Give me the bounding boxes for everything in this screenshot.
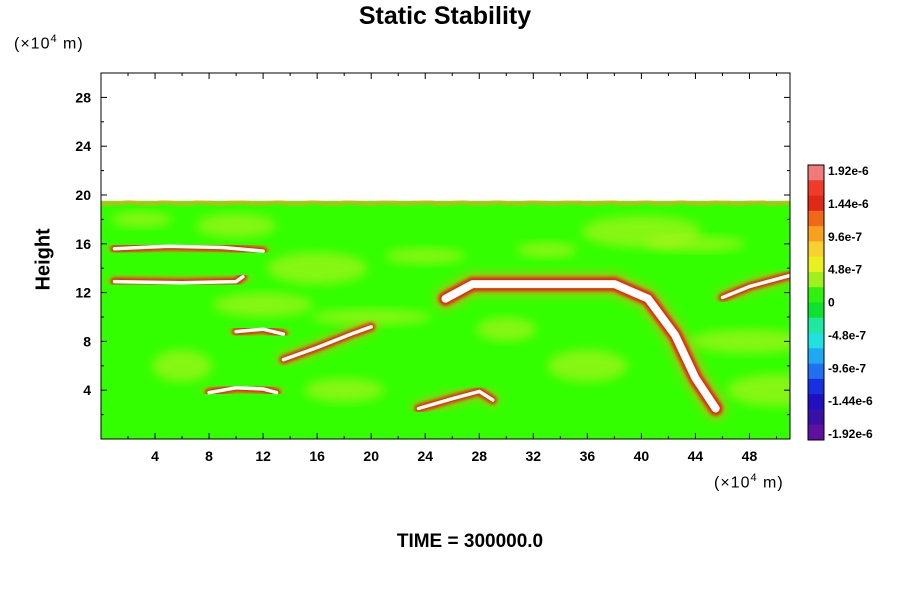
field-texture-patch — [304, 378, 385, 403]
colorbar-segment — [808, 165, 824, 181]
mid-band-core — [281, 325, 373, 362]
upper-left-band-2-core — [112, 244, 265, 253]
x-axis-unit: (×104 m) — [714, 472, 784, 492]
x-tick-label: 40 — [634, 448, 650, 464]
colorbar-label: -4.8e-7 — [828, 328, 866, 342]
colorbar-segment — [808, 424, 824, 441]
colorbar-segment — [808, 210, 824, 227]
field-texture-patch — [689, 329, 790, 354]
colorbar-label: 0 — [828, 296, 835, 310]
colorbar-label: 9.6e-7 — [828, 230, 862, 244]
x-tick-label: 8 — [205, 448, 213, 464]
x-tick-label: 24 — [417, 448, 433, 464]
x-tick-label: 28 — [471, 448, 487, 464]
upper-left-band-core — [112, 274, 245, 285]
colorbar-segment — [808, 195, 824, 212]
colorbar-segment — [808, 409, 824, 426]
plot-frame — [100, 72, 791, 440]
field-texture-patch — [516, 241, 577, 258]
lee-wave-band-core — [441, 280, 720, 413]
y-tick-label: 24 — [75, 138, 91, 154]
chart-title: Static Stability — [358, 2, 532, 30]
colorbar-segment — [808, 348, 824, 365]
field-texture-patch — [311, 309, 432, 325]
colorbar-segment — [808, 394, 824, 410]
field-texture-patch — [111, 211, 172, 228]
colorbar-label: 1.44e-6 — [828, 197, 869, 211]
right-band-core — [720, 273, 790, 300]
colorbar-segment — [808, 271, 824, 288]
colorbar-segment — [808, 302, 824, 319]
colorbar-label: 1.92e-6 — [828, 164, 869, 178]
colorbar-segment — [808, 317, 824, 334]
field-top-edge — [101, 199, 790, 207]
colorbar-frame — [807, 164, 825, 441]
time-label: TIME = 300000.0 — [396, 531, 544, 552]
field-texture-patch — [152, 349, 213, 382]
y-tick-label: 16 — [75, 236, 91, 252]
y-tick-label: 28 — [75, 89, 91, 105]
x-tick-label: 48 — [742, 448, 758, 464]
field-texture-patch — [267, 252, 368, 285]
x-tick-label: 36 — [580, 448, 596, 464]
y-tick-label: 20 — [75, 187, 91, 203]
x-tick-label: 12 — [255, 448, 271, 464]
colorbar-segment — [808, 378, 824, 395]
x-tick-label: 4 — [151, 448, 159, 464]
field-texture-patch — [476, 317, 537, 342]
colorbar-segment — [808, 287, 824, 303]
field-texture-patch — [547, 349, 628, 382]
colorbar-label: 4.8e-7 — [828, 263, 862, 277]
field-texture-patch — [726, 374, 790, 407]
low-right-band-core — [416, 389, 495, 411]
low-band-core — [207, 386, 279, 395]
y-tick-label: 12 — [75, 285, 91, 301]
y-axis-unit: (×104 m) — [14, 33, 84, 53]
colorbar-label: -9.6e-7 — [828, 361, 866, 375]
x-tick-label: 44 — [688, 448, 704, 464]
y-tick-label: 8 — [83, 333, 91, 349]
x-tick-label: 20 — [363, 448, 379, 464]
colorbar-label: -1.44e-6 — [828, 394, 873, 408]
field-texture-patch — [196, 213, 277, 238]
x-tick-label: 32 — [526, 448, 542, 464]
field-texture-patch — [581, 215, 702, 248]
y-tick-label: 4 — [83, 382, 91, 398]
colorbar-segment — [808, 180, 824, 197]
colorbar-segment — [808, 363, 824, 380]
colorbar-segment — [808, 256, 824, 273]
colorbar-segment — [808, 226, 824, 242]
colorbar-segment — [808, 333, 824, 349]
field-texture-patch — [213, 292, 314, 317]
field-texture-patch — [385, 248, 466, 264]
colorbar-segment — [808, 241, 824, 258]
x-tick-label: 16 — [309, 448, 325, 464]
colorbar-label: -1.92e-6 — [828, 427, 873, 441]
left-mid-band-core — [234, 327, 286, 336]
